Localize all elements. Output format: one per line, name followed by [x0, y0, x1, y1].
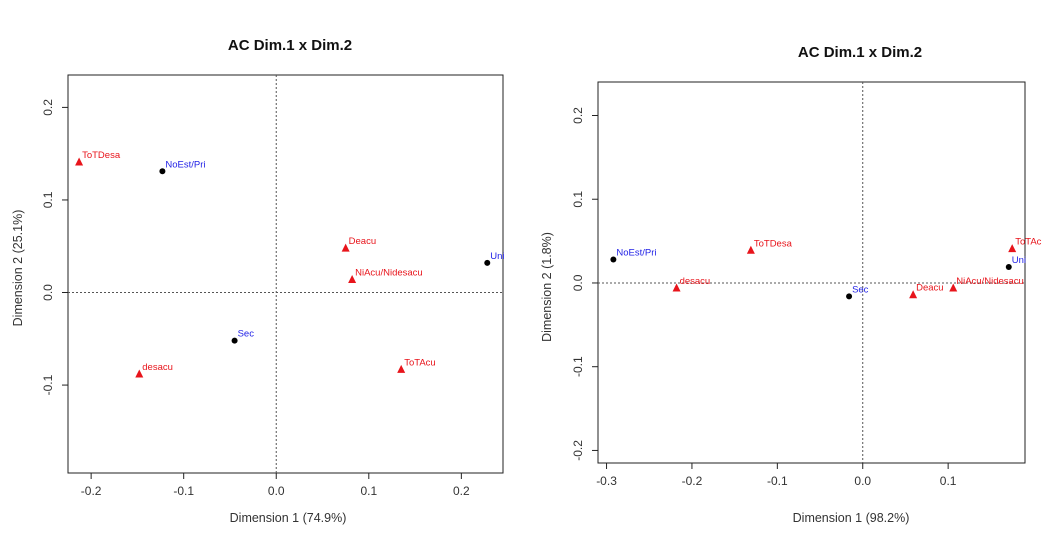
y-tick-label: 0.1: [571, 191, 585, 208]
point-label: Sec: [852, 284, 869, 295]
column-point-marker: [746, 245, 755, 254]
plot-frame: [597, 81, 1026, 464]
y-tick-label: 0.1: [41, 191, 55, 208]
point-label: NiAcu/Nidesacu: [956, 276, 1024, 287]
plot-area: -0.3 -0.2 -0.1 0.0 0.1 -0.2 -0.1 0.0 0.1 0.2 NoEst…: [571, 81, 1042, 488]
point-label: desacu: [680, 276, 711, 287]
y-axis-label: Dimension 2 (1.8%): [540, 232, 554, 342]
point-label: Deacu: [349, 236, 376, 247]
right-ca-scatter-chart: AC Dim.1 x Dim.2 Dimension 1 (98.2%) Dim…: [540, 44, 1042, 525]
point-label: ToTAcu: [1015, 237, 1042, 248]
x-axis-label: Dimension 1 (74.9%): [230, 511, 347, 525]
right-chart-panel: AC Dim.1 x Dim.2 Dimension 1 (98.2%) Dim…: [535, 0, 1042, 534]
point-label: NiAcu/Nidesacu: [355, 268, 423, 279]
x-tick-label: 0.1: [360, 484, 377, 498]
point-label: Deacu: [916, 283, 943, 294]
column-point-marker: [397, 364, 406, 373]
left-chart-panel: AC Dim.1 x Dim.2 Dimension 1 (74.9%) Dim…: [11, 37, 505, 525]
point-label: NoEst/Pri: [616, 248, 656, 259]
point-label: Uni: [490, 251, 504, 262]
column-point-marker: [341, 243, 350, 252]
x-tick-label: 0.0: [854, 474, 871, 488]
point-label: ToTAcu: [404, 357, 436, 368]
chart-title: AC Dim.1 x Dim.2: [228, 37, 352, 54]
y-tick-label: 0.2: [41, 99, 55, 116]
x-tick-label: -0.2: [81, 484, 102, 498]
column-point-marker: [949, 283, 958, 292]
x-tick-label: 0.2: [453, 484, 470, 498]
plot-area: -0.2 -0.1 0.0 0.1 0.2 -0.1 0.0 0.1 0.2 NoEst/Pri U…: [41, 74, 505, 498]
row-point-marker: [610, 256, 617, 263]
y-tick-label: 0.0: [571, 274, 585, 291]
column-point-marker: [135, 369, 144, 378]
y-tick-label: 0.0: [41, 284, 55, 301]
row-point-marker: [159, 168, 166, 175]
point-label: Uni: [1012, 255, 1026, 266]
point-label: desacu: [142, 362, 173, 373]
row-point-marker: [1005, 264, 1012, 271]
chart-title: AC Dim.1 x Dim.2: [798, 44, 922, 61]
row-point-marker: [484, 259, 491, 266]
y-tick-label: 0.2: [571, 107, 585, 124]
x-tick-label: -0.1: [767, 474, 788, 488]
x-tick-label: 0.1: [940, 474, 957, 488]
y-tick-label: -0.1: [571, 356, 585, 377]
x-tick-label: -0.3: [596, 474, 617, 488]
column-point-marker: [909, 290, 918, 299]
left-ca-scatter-chart: AC Dim.1 x Dim.2 Dimension 1 (74.9%) Dim…: [11, 37, 505, 525]
point-label: Sec: [238, 329, 255, 340]
column-point-marker: [348, 275, 357, 284]
point-label: NoEst/Pri: [165, 159, 205, 170]
row-point-marker: [231, 337, 238, 344]
plot-frame: [67, 74, 504, 474]
y-tick-label: -0.2: [571, 440, 585, 461]
column-point-marker: [672, 283, 681, 292]
y-axis-label: Dimension 2 (25.1%): [11, 210, 25, 327]
x-axis-label: Dimension 1 (98.2%): [793, 511, 910, 525]
point-label: ToTDesa: [82, 150, 121, 161]
column-point-marker: [75, 157, 84, 166]
x-tick-label: 0.0: [268, 484, 285, 498]
point-label: ToTDesa: [754, 238, 793, 249]
row-point-marker: [846, 293, 853, 300]
column-point-marker: [1008, 244, 1017, 253]
y-tick-label: -0.1: [41, 374, 55, 395]
x-tick-label: -0.1: [173, 484, 194, 498]
x-tick-label: -0.2: [682, 474, 703, 488]
